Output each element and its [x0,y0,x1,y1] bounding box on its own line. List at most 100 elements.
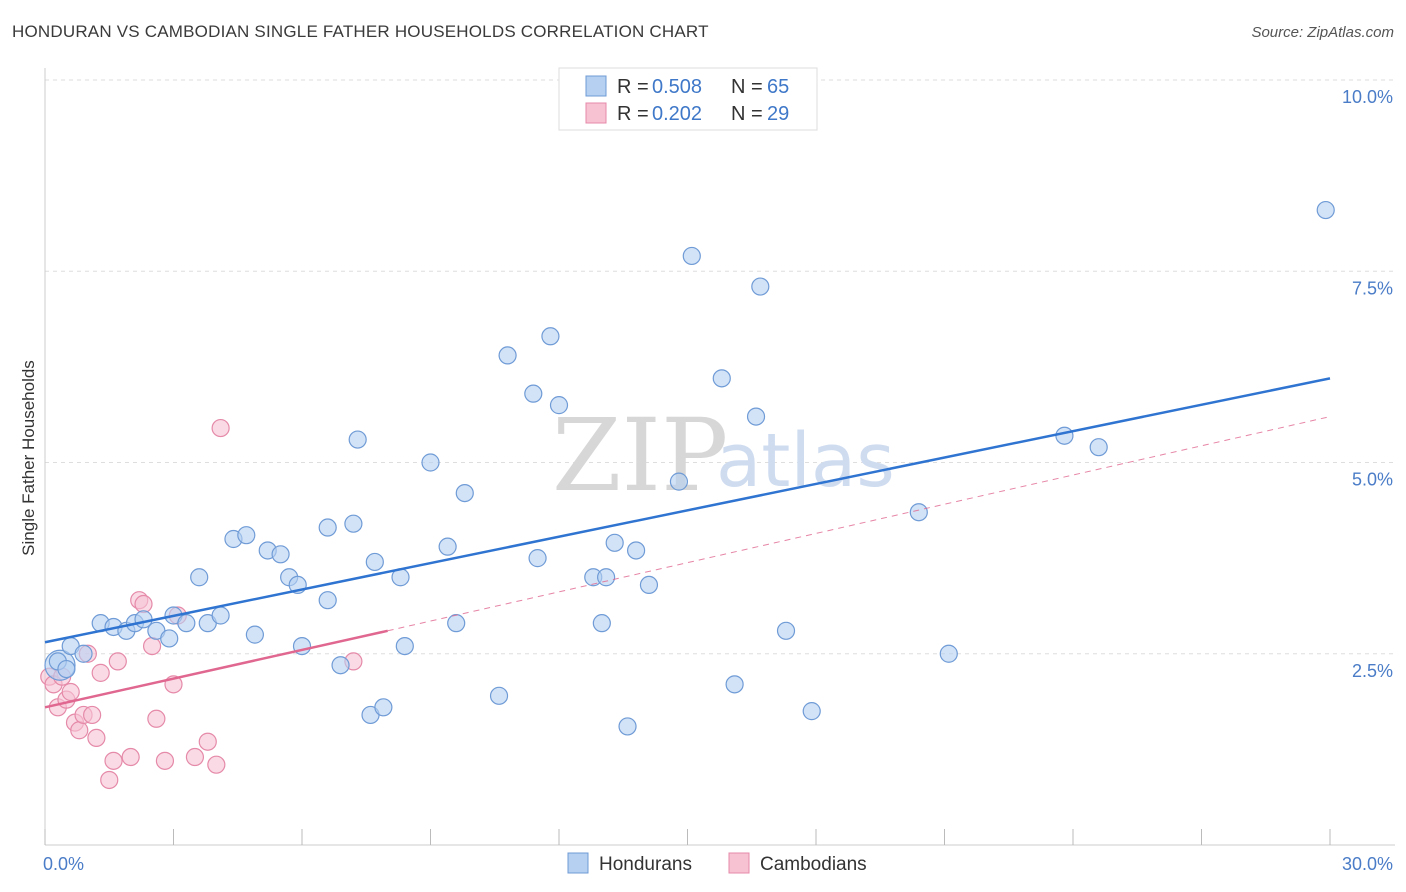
watermark-zip: ZIP [552,397,728,514]
bottom-legend-swatch-hondurans [567,852,589,874]
honduran-point-51 [669,472,689,491]
honduran-point-28 [348,430,367,449]
honduran-point-33 [395,636,414,656]
honduran-point-25 [318,518,337,537]
honduran-point-18 [245,625,264,644]
cambodian-point-7 [70,721,89,740]
honduran-point-55 [746,407,766,426]
honduran-point-39 [498,346,517,365]
honduran-point-30 [365,552,384,572]
honduran-point-41 [528,549,547,568]
x-tick-label-1: 30.0% [1342,854,1393,874]
honduran-point-34 [421,453,440,472]
cambodian-trendline-extended [387,416,1331,632]
honduran-point-10 [160,629,179,648]
honduran-point-37 [455,484,474,503]
legend-n-value-cambodians: 29 [767,103,789,125]
legend-r-value-hondurans: 0.508 [652,76,702,98]
cambodian-point-13 [100,770,119,790]
honduran-point-56 [751,277,770,296]
legend-r-label-hondurans: R = [617,76,649,98]
honduran-point-47 [605,533,624,552]
axes [44,68,1395,846]
honduran-point-45 [592,614,611,633]
legend-swatch-hondurans [585,75,607,97]
y-tick-label-1: 5.0% [1352,470,1393,490]
honduran-point-58 [802,702,821,721]
y-tick-label-2: 7.5% [1352,278,1393,298]
cambodian-point-19 [142,636,162,656]
cambodian-point-25 [198,732,217,751]
y-tick-label-0: 2.5% [1352,661,1393,681]
honduran-trendline [44,377,1331,644]
gridlines [45,79,1395,655]
bottom-legend-label-hondurans: Hondurans [599,854,692,875]
honduran-point-52 [682,246,701,266]
honduran-point-46 [597,568,616,587]
honduran-point-27 [344,514,363,533]
legend-r-value-cambodians: 0.202 [652,103,702,125]
honduran-point-17 [237,526,256,545]
honduran-point-62 [1089,438,1108,457]
honduran-point-31 [374,698,393,717]
cambodian-point-10 [83,705,102,725]
honduran-point-54 [725,675,744,694]
honduran-points [44,200,1335,736]
bottom-legend-swatch-cambodians [728,852,750,874]
chart-title: HONDURAN VS CAMBODIAN SINGLE FATHER HOUS… [12,22,709,41]
cambodian-point-16 [121,747,140,767]
cambodian-trendline [44,629,388,709]
trendlines [44,377,1331,709]
honduran-point-59 [909,503,928,522]
watermark: ZIP atlas [552,397,895,514]
legend-n-value-hondurans: 65 [767,76,789,98]
honduran-point-63 [1316,200,1335,220]
honduran-point-13 [190,568,209,587]
cambodian-points [40,418,363,790]
cambodian-point-5 [61,682,80,702]
honduran-point-60 [939,644,958,663]
bottom-legend-label-cambodians: Cambodians [760,854,867,875]
legend-n-label-hondurans: N = [731,76,763,98]
bottom-legend: Hondurans Cambodians [567,852,867,875]
honduran-point-53 [712,369,731,388]
cambodian-point-26 [207,755,226,774]
honduran-point-15 [211,606,230,625]
honduran-point-50 [639,575,659,595]
honduran-point-40 [524,384,543,403]
top-legend: R = 0.508 N = 65 R = 0.202 N = 29 [558,67,818,131]
honduran-point-3 [74,644,93,663]
honduran-point-49 [626,541,646,560]
honduran-point-26 [331,656,350,675]
honduran-point-57 [776,621,796,640]
honduran-point-48 [618,717,637,736]
cambodian-point-18 [134,594,153,614]
cambodian-point-15 [108,652,127,671]
cambodian-point-11 [87,728,106,748]
y-tick-label-3: 10.0% [1342,87,1393,107]
honduran-point-38 [489,686,509,705]
cambodian-point-24 [185,747,205,767]
cambodian-point-21 [155,751,175,770]
watermark-atlas: atlas [716,418,895,504]
honduran-point-36 [447,614,466,633]
honduran-point-42 [541,327,560,346]
source-label: Source: ZipAtlas.com [1251,24,1394,41]
cambodian-point-12 [91,663,110,682]
y-axis-label: Single Father Households [19,360,38,556]
honduran-point-43 [549,396,569,415]
y-tick-labels: 2.5% 5.0% 7.5% 10.0% [1342,87,1393,681]
cambodian-point-14 [104,751,123,770]
cambodian-point-27 [211,418,230,438]
x-tick-label-0: 0.0% [43,854,84,874]
x-tick-labels: 0.0% 30.0% [43,854,1393,874]
honduran-point-24 [318,591,337,610]
honduran-point-20 [271,545,290,564]
honduran-point-35 [438,537,457,556]
honduran-point-61 [1055,426,1074,445]
legend-n-label-cambodians: N = [731,103,763,125]
legend-swatch-cambodians [585,102,607,124]
honduran-point-12 [177,614,196,633]
cambodian-point-20 [147,709,166,728]
